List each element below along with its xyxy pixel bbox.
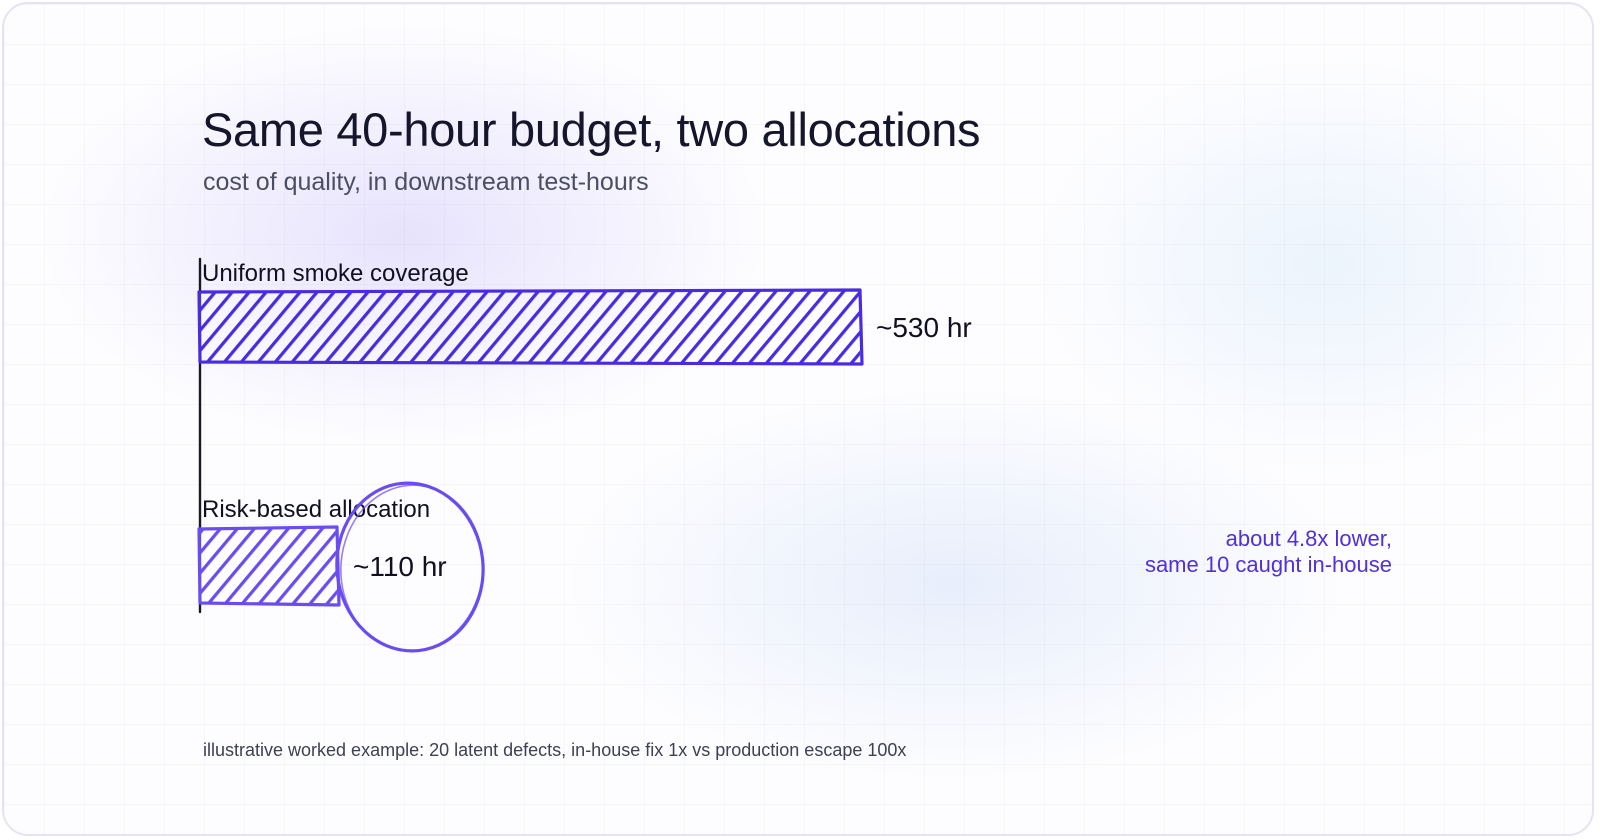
- bar-outline-0: [197, 288, 864, 366]
- footnote: illustrative worked example: 20 latent d…: [203, 740, 907, 760]
- chart-subtitle: cost of quality, in downstream test-hour…: [203, 168, 649, 196]
- value-label: ~530 hr: [876, 312, 972, 343]
- highlight-circle-stroke: [340, 484, 484, 652]
- category-label: Uniform smoke coverage: [202, 260, 469, 287]
- comparison-annotation: about 4.8x lower, same 10 caught in-hous…: [1145, 526, 1392, 578]
- chart-title: Same 40-hour budget, two allocations: [202, 103, 981, 156]
- annotation-line-1: about 4.8x lower,: [1225, 526, 1392, 551]
- value-label: ~110 hr: [353, 551, 447, 582]
- category-label: Risk-based allocation: [202, 496, 430, 523]
- bar-0: [200, 291, 860, 363]
- bar-outline-1: [197, 525, 341, 607]
- background-grid: [4, 4, 1592, 834]
- annotation-line-2: same 10 caught in-house: [1144, 552, 1392, 577]
- bar-1: [200, 528, 337, 604]
